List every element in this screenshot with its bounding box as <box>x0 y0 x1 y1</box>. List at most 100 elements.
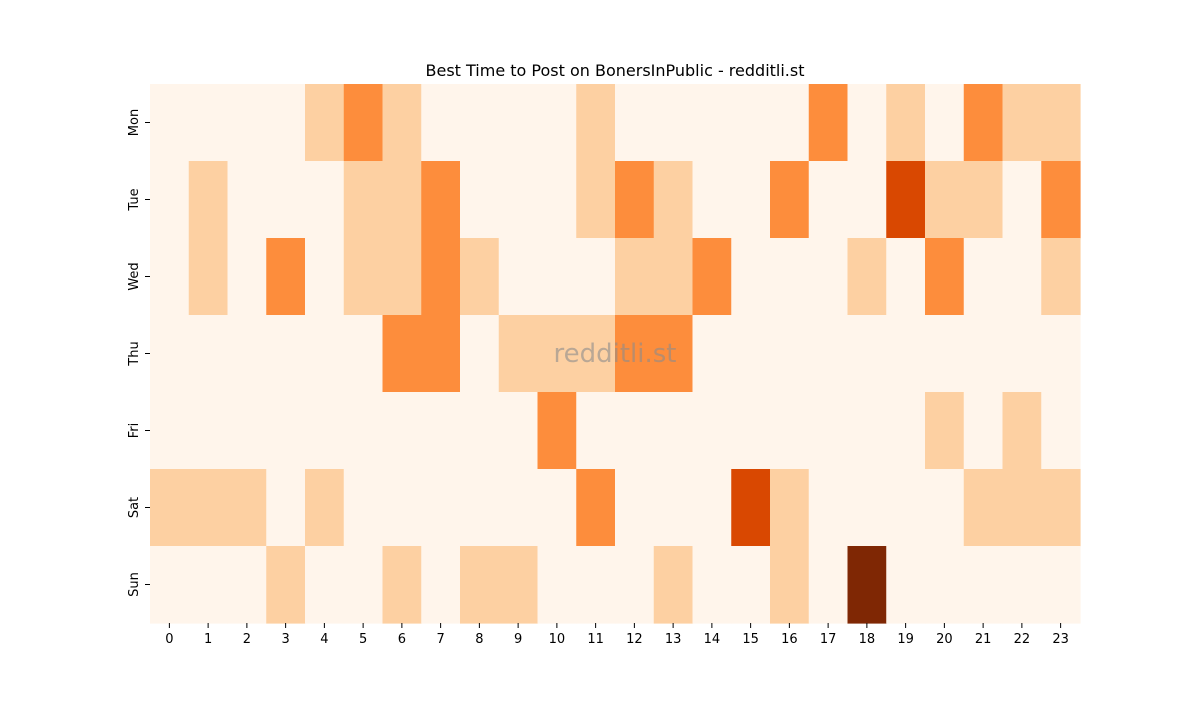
heatmap-cell-wed-16 <box>770 238 810 316</box>
heatmap-cell-sun-8 <box>460 546 500 624</box>
heatmap-cell-fri-15 <box>731 392 771 470</box>
heatmap-cell-thu-6 <box>382 315 422 393</box>
heatmap-cell-thu-17 <box>808 315 849 393</box>
heatmap-cell-fri-9 <box>498 392 539 470</box>
heatmap-cell-wed-1 <box>188 238 229 316</box>
heatmap-cell-sat-23 <box>1041 469 1081 547</box>
heatmap-cell-thu-10 <box>537 315 577 393</box>
heatmap-cell-wed-2 <box>227 238 267 316</box>
heatmap-cell-mon-3 <box>266 84 306 162</box>
heatmap-cell-sun-1 <box>188 546 229 624</box>
heatmap-cell-sat-22 <box>1002 469 1042 547</box>
heatmap-cell-mon-16 <box>770 84 810 162</box>
heatmap-cell-mon-23 <box>1041 84 1081 162</box>
x-tick-label-12: 12 <box>626 632 643 647</box>
heatmap-cell-fri-19 <box>886 392 926 470</box>
heatmap-cell-sun-12 <box>615 546 655 624</box>
heatmap-cell-sun-10 <box>537 546 577 624</box>
heatmap-cell-wed-0 <box>150 238 190 316</box>
heatmap-cell-tue-14 <box>692 161 732 239</box>
heatmap-cell-sun-3 <box>266 546 306 624</box>
heatmap-cell-thu-8 <box>460 315 500 393</box>
heatmap-cell-wed-3 <box>266 238 306 316</box>
heatmap-cell-tue-22 <box>1002 161 1042 239</box>
heatmap-cell-thu-11 <box>576 315 616 393</box>
heatmap-cell-mon-7 <box>421 84 461 162</box>
x-tick-label-2: 2 <box>243 632 251 647</box>
heatmap-cell-fri-4 <box>305 392 345 470</box>
heatmap-cell-mon-11 <box>576 84 616 162</box>
heatmap-cell-tue-13 <box>653 161 694 239</box>
heatmap-cell-fri-3 <box>266 392 306 470</box>
heatmap-cell-thu-15 <box>731 315 771 393</box>
heatmap-cell-tue-18 <box>847 161 887 239</box>
heatmap-cell-sat-14 <box>692 469 732 547</box>
heatmap-cell-sat-19 <box>886 469 926 547</box>
heatmap-cell-fri-12 <box>615 392 655 470</box>
heatmap-cell-sat-0 <box>150 469 190 547</box>
heatmap-cell-sun-19 <box>886 546 926 624</box>
heatmap-cell-tue-12 <box>615 161 655 239</box>
x-tick-label-8: 8 <box>475 632 483 647</box>
x-tick-label-18: 18 <box>859 632 876 647</box>
x-tick-label-13: 13 <box>665 632 682 647</box>
heatmap-cell-mon-0 <box>150 84 190 162</box>
heatmap-cell-sun-14 <box>692 546 732 624</box>
heatmap-cell-wed-23 <box>1041 238 1081 316</box>
x-tick-label-3: 3 <box>281 632 289 647</box>
x-tick-label-0: 0 <box>165 632 173 647</box>
heatmap-cell-sun-2 <box>227 546 267 624</box>
heatmap-cell-thu-14 <box>692 315 732 393</box>
y-tick-label-sat: Sat <box>127 497 142 518</box>
x-tick-label-21: 21 <box>975 632 992 647</box>
x-tick-label-10: 10 <box>549 632 566 647</box>
heatmap-cell-thu-9 <box>498 315 539 393</box>
heatmap-cell-wed-4 <box>305 238 345 316</box>
x-tick-label-15: 15 <box>742 632 759 647</box>
heatmap-cell-sat-1 <box>188 469 229 547</box>
heatmap-cell-fri-14 <box>692 392 732 470</box>
heatmap-cell-fri-18 <box>847 392 887 470</box>
y-tick-label-sun: Sun <box>127 572 142 597</box>
heatmap-cell-mon-5 <box>343 84 384 162</box>
heatmap-cell-tue-5 <box>343 161 384 239</box>
heatmap-cell-mon-9 <box>498 84 539 162</box>
heatmap-cell-fri-7 <box>421 392 461 470</box>
heatmap-cell-wed-20 <box>925 238 965 316</box>
heatmap-cell-sat-16 <box>770 469 810 547</box>
heatmap-cell-sun-4 <box>305 546 345 624</box>
heatmap-cell-thu-18 <box>847 315 887 393</box>
heatmap-cell-tue-20 <box>925 161 965 239</box>
x-tick-label-5: 5 <box>359 632 367 647</box>
heatmap-cell-wed-17 <box>808 238 849 316</box>
x-tick-label-4: 4 <box>320 632 328 647</box>
heatmap-cell-mon-15 <box>731 84 771 162</box>
x-tick-label-14: 14 <box>704 632 721 647</box>
heatmap-cell-mon-20 <box>925 84 965 162</box>
heatmap-cell-thu-23 <box>1041 315 1081 393</box>
heatmap-cell-fri-22 <box>1002 392 1042 470</box>
heatmap-cell-sat-10 <box>537 469 577 547</box>
heatmap-cell-sat-13 <box>653 469 694 547</box>
heatmap-cell-tue-23 <box>1041 161 1081 239</box>
heatmap-cell-wed-7 <box>421 238 461 316</box>
heatmap-cell-wed-11 <box>576 238 616 316</box>
heatmap-cell-sat-21 <box>963 469 1004 547</box>
heatmap-cell-thu-2 <box>227 315 267 393</box>
heatmap-cell-fri-5 <box>343 392 384 470</box>
heatmap-cell-sat-15 <box>731 469 771 547</box>
heatmap-cell-mon-18 <box>847 84 887 162</box>
heatmap-cell-sun-17 <box>808 546 849 624</box>
y-tick-label-tue: Tue <box>127 188 142 211</box>
heatmap-cell-mon-2 <box>227 84 267 162</box>
heatmap-cell-sat-18 <box>847 469 887 547</box>
heatmap-cell-mon-12 <box>615 84 655 162</box>
heatmap-cell-sun-7 <box>421 546 461 624</box>
heatmap-cell-sun-16 <box>770 546 810 624</box>
heatmap-cell-wed-15 <box>731 238 771 316</box>
x-tick-label-19: 19 <box>897 632 914 647</box>
x-tick-label-16: 16 <box>781 632 798 647</box>
heatmap-cell-sun-11 <box>576 546 616 624</box>
x-tick-label-1: 1 <box>204 632 212 647</box>
